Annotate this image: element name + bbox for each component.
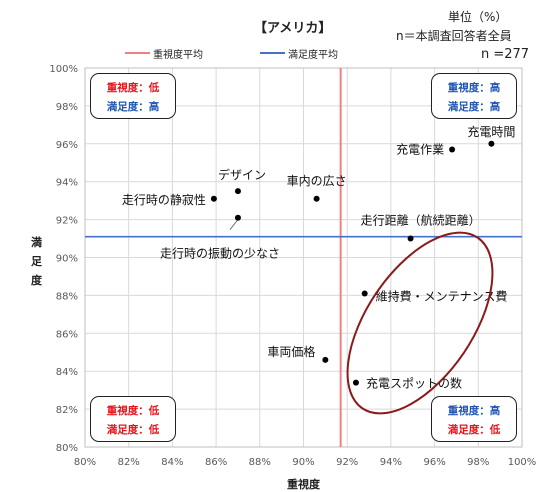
point-label: 走行距離（航続距離） (361, 213, 481, 228)
x-tick-label: 94% (380, 457, 402, 468)
x-tick-label: 84% (161, 457, 183, 468)
y-axis-title: 満足度 (31, 236, 42, 287)
quadrant-importance: 重視度：高 (447, 405, 501, 417)
x-tick-label: 100% (508, 457, 536, 468)
x-tick-label: 96% (423, 457, 445, 468)
y-tick-label: 84% (56, 367, 78, 378)
x-axis-title: 重視度 (287, 478, 320, 491)
data-point (361, 290, 368, 297)
reference-lines (85, 68, 522, 447)
data-point (234, 214, 241, 221)
base-label: n＝本調査回答者全員 (396, 29, 512, 43)
point-label: 充電時間 (467, 124, 515, 139)
y-tick-label: 82% (56, 405, 78, 416)
point-label: 車内の広さ (287, 174, 347, 188)
highlight-ellipse (346, 231, 494, 415)
y-tick-label: 80% (56, 443, 78, 454)
quadrant-satisfaction: 満足度：高 (106, 101, 160, 113)
x-tick-label: 88% (249, 457, 271, 468)
x-tick-label: 82% (118, 457, 140, 468)
x-tick-label: 86% (205, 457, 227, 468)
unit-label: 単位（%） (448, 10, 508, 24)
data-point (407, 235, 414, 242)
point-label: デザイン (218, 167, 266, 182)
data-point (352, 379, 359, 386)
point-label: 充電作業 (396, 141, 444, 156)
quadrant-top-left: 重視度：低 満足度：高 (90, 73, 176, 119)
quadrant-importance: 重視度：低 (106, 405, 160, 417)
data-point (313, 195, 320, 202)
sample-size: n =277 (481, 47, 530, 62)
y-tick-label: 88% (56, 291, 78, 302)
quadrant-satisfaction: 満足度：低 (106, 424, 160, 436)
quadrant-importance: 重視度：低 (106, 82, 160, 94)
y-tick-label: 96% (56, 140, 78, 151)
data-points (210, 140, 495, 386)
leader-line (229, 220, 238, 230)
legend-satisfaction-label: 満足度平均 (288, 50, 338, 61)
legend-importance-label: 重視度平均 (153, 50, 203, 61)
quadrant-importance: 重視度：高 (447, 82, 501, 94)
x-tick-label: 90% (292, 457, 314, 468)
y-tick-label: 90% (56, 254, 78, 265)
quadrant-bottom-left: 重視度：低 満足度：低 (90, 396, 176, 442)
point-label: 充電スポットの数 (366, 376, 462, 391)
y-tick-label: 100% (49, 64, 78, 75)
point-label: 車両価格 (267, 344, 315, 359)
quadrant-bottom-right: 重視度：高 満足度：低 (431, 396, 517, 442)
data-point (488, 140, 495, 147)
x-tick-label: 98% (467, 457, 489, 468)
data-point (210, 195, 217, 202)
quadrant-satisfaction: 満足度：低 (447, 424, 501, 436)
plot-area-border (84, 67, 523, 448)
x-tick-label: 92% (336, 457, 358, 468)
point-label: 走行時の静寂性 (122, 192, 206, 207)
data-point (322, 356, 329, 363)
quadrant-top-right: 重視度：高 満足度：高 (431, 73, 517, 119)
data-point (449, 146, 456, 153)
axes: 80% 82% 84% 86% 88% 90% 92% 94% 96% 98% 100% 80% 82%… (49, 64, 536, 468)
chart-title: 【アメリカ】 (254, 21, 332, 36)
point-label: 維持費・メンテナンス費 (376, 289, 508, 304)
y-tick-label: 94% (56, 178, 78, 189)
y-tick-label: 86% (56, 329, 78, 340)
data-point (234, 188, 241, 195)
y-tick-label: 98% (56, 102, 78, 113)
x-tick-label: 80% (74, 457, 96, 468)
point-label: 走行時の振動の少なさ (160, 247, 280, 261)
y-tick-label: 92% (56, 216, 78, 227)
quadrant-satisfaction: 満足度：高 (447, 101, 501, 113)
